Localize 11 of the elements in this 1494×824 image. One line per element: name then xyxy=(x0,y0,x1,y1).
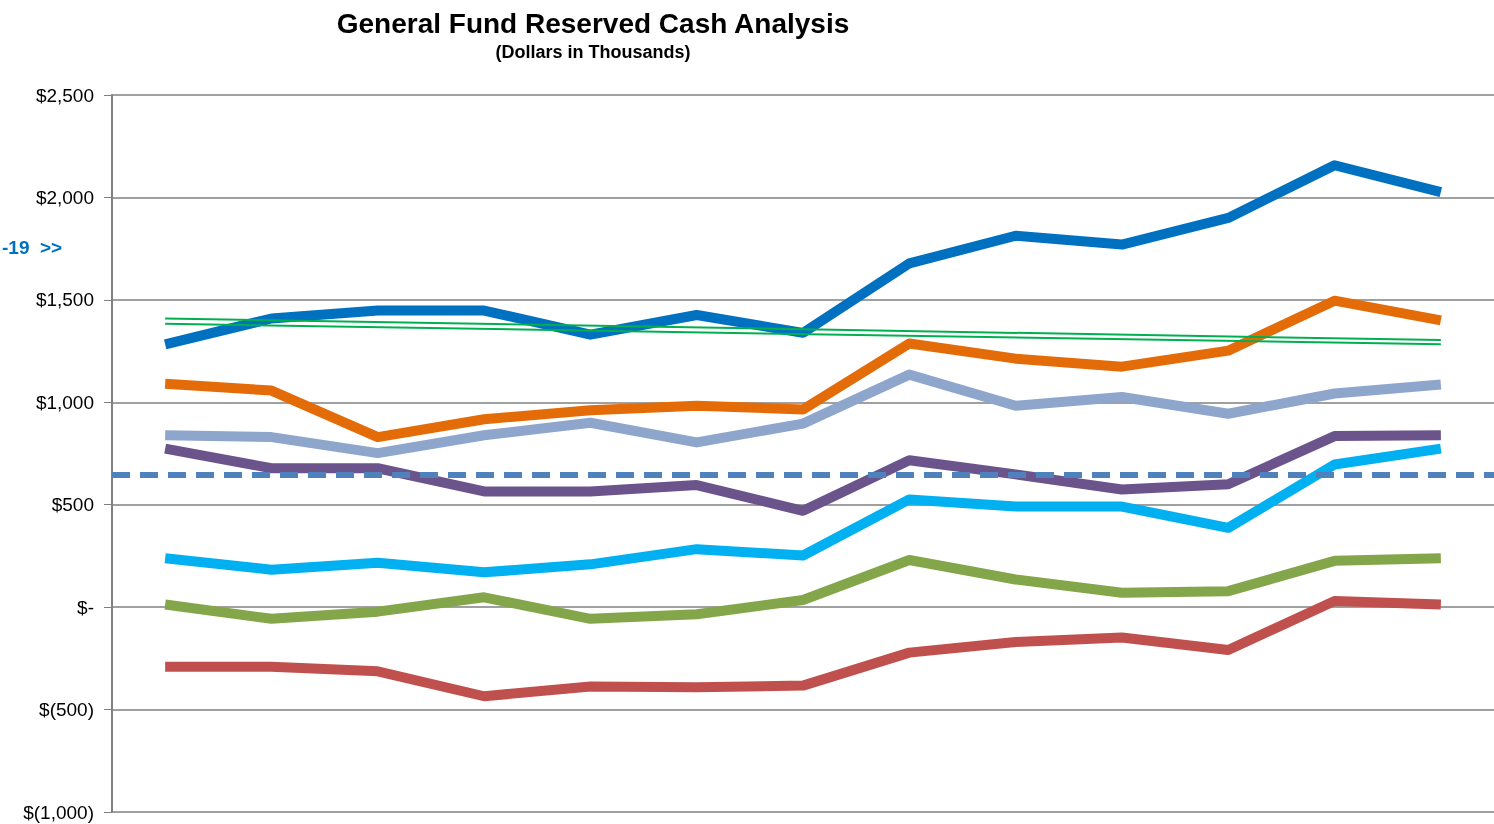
text: -19 >> xyxy=(2,237,63,258)
y-tick-label: $(500) xyxy=(39,699,94,721)
chart-subtitle: (Dollars in Thousands) xyxy=(495,42,691,62)
y-tick-label: $2,500 xyxy=(35,84,94,106)
y-tick-label: $1,500 xyxy=(35,289,94,311)
y-tick-label: $1,000 xyxy=(35,391,94,413)
chart-title: General Fund Reserved Cash Analysis xyxy=(336,7,850,39)
y-tick-label: $500 xyxy=(51,494,94,516)
y-tick-label: $(1,000) xyxy=(23,801,94,823)
y-tick-label: $2,000 xyxy=(35,186,94,208)
y-tick-label: $- xyxy=(77,596,94,618)
